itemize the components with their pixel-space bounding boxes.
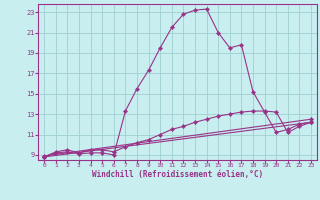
X-axis label: Windchill (Refroidissement éolien,°C): Windchill (Refroidissement éolien,°C) bbox=[92, 170, 263, 179]
